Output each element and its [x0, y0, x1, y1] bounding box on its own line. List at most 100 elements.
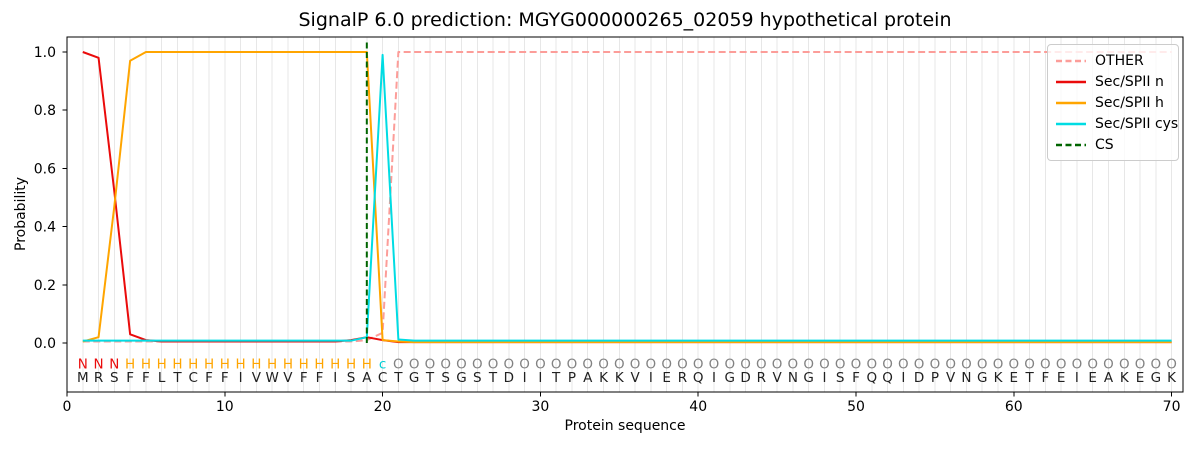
region-label-letter: O — [914, 357, 925, 373]
sequence-letter: D — [740, 370, 750, 386]
legend: OTHER Sec/SPII n Sec/SPII h Sec/SPII cys CS — [1047, 44, 1179, 161]
region-label-letter: O — [819, 357, 830, 373]
sequence-letter: A — [1104, 370, 1114, 386]
sequence-letter: F — [852, 370, 860, 386]
sequence-letter: S — [347, 370, 356, 386]
region-label-letter: O — [756, 357, 767, 373]
sequence-letter: C — [378, 370, 387, 386]
sequence-letter: I — [712, 370, 716, 386]
legend-label: Sec/SPII n — [1095, 73, 1164, 90]
sequence-letter: I — [649, 370, 653, 386]
y-tick-label: 0.4 — [34, 220, 56, 236]
region-label-letter: O — [519, 357, 530, 373]
sequence-letter: F — [142, 370, 150, 386]
region-label-letter: O — [1024, 357, 1035, 373]
region-label-letter: H — [141, 357, 151, 373]
sequence-letter: N — [961, 370, 971, 386]
sequence-letter: G — [725, 370, 735, 386]
x-tick-label: 20 — [374, 399, 392, 415]
region-label-letter: O — [1008, 357, 1019, 373]
region-label-letter: O — [409, 357, 420, 373]
region-label-letter: H — [188, 357, 198, 373]
x-axis-label: Protein sequence — [564, 418, 686, 434]
region-label-letter: O — [551, 357, 562, 373]
region-label-letter: O — [488, 357, 499, 373]
sequence-letter: P — [931, 370, 939, 386]
region-label-letter: O — [866, 357, 877, 373]
sequence-letter: C — [189, 370, 198, 386]
x-tick-label: 60 — [1005, 399, 1023, 415]
region-label-letter: O — [582, 357, 593, 373]
region-label-letter: O — [1166, 357, 1177, 373]
x-tick-label: 0 — [63, 399, 72, 415]
x-tick-label: 30 — [531, 399, 549, 415]
sequence-letter: K — [994, 370, 1004, 386]
region-label-letter: O — [456, 357, 467, 373]
sequence-letter: K — [615, 370, 625, 386]
region-label-letter: O — [1040, 357, 1051, 373]
legend-swatch-sec-spii-h — [1056, 101, 1086, 104]
region-label-letter: O — [661, 357, 672, 373]
region-label-letter: H — [157, 357, 167, 373]
series-line-sec-spii-h — [82, 51, 1172, 344]
sequence-letter: S — [110, 370, 119, 386]
region-label-letter: H — [236, 357, 246, 373]
sequence-letter: V — [946, 370, 956, 386]
sequence-letter: F — [126, 370, 134, 386]
sequence-letter: T — [172, 370, 182, 386]
region-label-letter: O — [1150, 357, 1161, 373]
region-label-letter: O — [930, 357, 941, 373]
sequence-letter: T — [488, 370, 498, 386]
series-line-sec-spii-cys — [82, 53, 1172, 342]
sequence-letter: G — [803, 370, 813, 386]
region-label-letter: H — [299, 357, 309, 373]
y-tick-label: 1.0 — [34, 45, 56, 61]
region-label-letter: N — [94, 357, 104, 373]
x-tick-label: 10 — [216, 399, 234, 415]
sequence-letter: I — [901, 370, 905, 386]
region-label-letter: O — [709, 357, 720, 373]
x-tick-label: 50 — [847, 399, 865, 415]
sequence-letter: F — [1041, 370, 1049, 386]
region-label-letter: O — [1072, 357, 1083, 373]
region-label-letter: O — [567, 357, 578, 373]
legend-label: Sec/SPII cys — [1095, 115, 1179, 132]
series-line-other — [82, 51, 1172, 343]
region-label-letter: O — [393, 357, 404, 373]
sequence-letter: P — [568, 370, 576, 386]
sequence-letter: E — [1010, 370, 1019, 386]
legend-label: OTHER — [1095, 52, 1144, 69]
region-label-letter: N — [109, 357, 119, 373]
chart-title: SignalP 6.0 prediction: MGYG000000265_02… — [298, 9, 952, 31]
sequence-letter: E — [1057, 370, 1066, 386]
region-label-letter: O — [898, 357, 909, 373]
region-label-letter: O — [851, 357, 862, 373]
sequence-letter: K — [599, 370, 609, 386]
legend-swatch-cs — [1056, 143, 1086, 146]
sequence-letter: V — [252, 370, 262, 386]
region-label-letter: O — [472, 357, 483, 373]
region-label-letter: H — [267, 357, 277, 373]
sequence-letter: T — [393, 370, 403, 386]
region-label-letter: O — [788, 357, 799, 373]
region-label-letter: O — [724, 357, 735, 373]
region-label-letter: N — [78, 357, 88, 373]
region-label-letter: O — [630, 357, 641, 373]
sequence-letter: V — [630, 370, 640, 386]
sequence-letter: I — [1075, 370, 1079, 386]
region-label-letter: O — [598, 357, 609, 373]
sequence-letter: G — [456, 370, 466, 386]
region-label-letter: O — [993, 357, 1004, 373]
region-label-letter: O — [1056, 357, 1067, 373]
legend-item-other: OTHER — [1056, 50, 1170, 71]
region-label-letter: O — [1135, 357, 1146, 373]
sequence-letter: G — [1151, 370, 1161, 386]
region-label-letter: H — [125, 357, 135, 373]
sequence-letter: Q — [693, 370, 704, 386]
region-label-letter: O — [803, 357, 814, 373]
sequence-letter: I — [333, 370, 337, 386]
region-label-letter: O — [835, 357, 846, 373]
sequence-letter: V — [772, 370, 782, 386]
